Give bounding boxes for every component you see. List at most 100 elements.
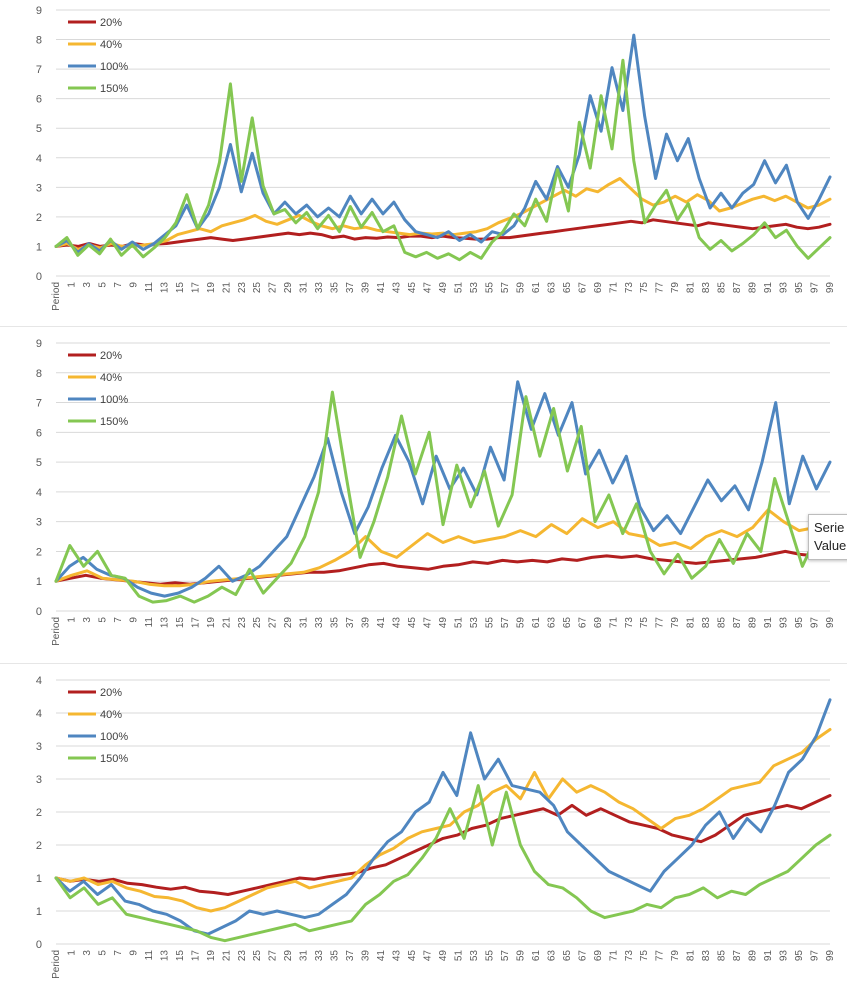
x-tick-label: 71 [608, 617, 619, 629]
x-tick-label: 49 [438, 617, 449, 629]
y-tick-label: 4 [36, 708, 42, 720]
y-tick-label: 3 [36, 517, 42, 529]
series-line-40pct [54, 508, 832, 588]
legend-label: 150% [100, 416, 128, 428]
panel-divider [0, 326, 847, 327]
x-tick-label: 81 [686, 617, 697, 629]
x-tick-label: 89 [748, 282, 759, 294]
x-tick-label: 25 [252, 950, 263, 962]
x-tick-label: 1 [66, 617, 77, 623]
x-tick-label: 11 [144, 282, 155, 293]
y-tick-label: 9 [36, 338, 42, 350]
series-line-100pct [54, 380, 832, 598]
x-tick-label: 59 [515, 617, 526, 629]
y-tick-label: 7 [36, 398, 42, 410]
x-tick-label: 69 [593, 282, 604, 294]
x-tick-label: 7 [113, 617, 124, 623]
series-line-100pct [54, 698, 832, 936]
x-tick-label: 69 [593, 950, 604, 962]
x-tick-label: 73 [624, 282, 635, 294]
x-tick-label: 81 [686, 282, 697, 294]
y-tick-label: 3 [36, 741, 42, 753]
series-line-100pct [54, 33, 832, 254]
x-tick-label: 43 [392, 950, 403, 962]
x-tick-label: 57 [500, 950, 511, 962]
x-tick-label: 59 [515, 950, 526, 962]
x-tick-label: 79 [670, 617, 681, 629]
legend-label: 40% [100, 39, 122, 51]
x-tick-label: 13 [159, 282, 170, 294]
x-tick-label: 39 [361, 617, 372, 629]
x-tick-label: 31 [299, 617, 310, 629]
tooltip-value-label: Value [814, 538, 847, 553]
legend-label: 40% [100, 372, 122, 384]
x-tick-label: 9 [128, 950, 139, 956]
x-tick-label: 57 [500, 617, 511, 629]
x-tick-label: 35 [330, 282, 341, 294]
x-tick-label: 95 [794, 617, 805, 629]
x-tick-label: 5 [97, 282, 108, 288]
x-tick-label: 9 [128, 617, 139, 623]
tooltip-series-label: Serie [814, 520, 845, 535]
x-tick-label: 75 [639, 617, 650, 629]
x-tick-label: Period [51, 617, 62, 646]
x-tick-label: 15 [175, 950, 186, 962]
y-tick-label: 6 [36, 94, 42, 106]
x-tick-label: 73 [624, 617, 635, 629]
x-tick-label: 27 [268, 617, 279, 629]
y-tick-label: 2 [36, 840, 42, 852]
y-tick-label: 0 [36, 606, 42, 618]
x-tick-label: 3 [82, 617, 93, 623]
y-tick-label: 0 [36, 939, 42, 951]
x-tick-label: 73 [624, 950, 635, 962]
x-tick-label: 65 [562, 950, 573, 962]
x-tick-label: 3 [82, 950, 93, 956]
y-tick-label: 4 [36, 675, 42, 687]
x-tick-label: 17 [190, 617, 201, 629]
x-tick-label: 27 [268, 282, 279, 294]
legend-label: 100% [100, 394, 128, 406]
x-tick-label: 61 [531, 282, 542, 294]
x-tick-label: 31 [299, 950, 310, 962]
x-tick-label: 13 [159, 950, 170, 962]
x-tick-label: 45 [407, 950, 418, 962]
x-tick-label: 7 [113, 282, 124, 288]
x-tick-label: 31 [299, 282, 310, 294]
x-tick-label: 19 [206, 950, 217, 962]
x-tick-label: 45 [407, 617, 418, 629]
x-tick-label: 37 [345, 282, 356, 294]
y-tick-label: 1 [36, 241, 42, 253]
chart-tooltip: Serie Value [808, 514, 847, 560]
x-tick-label: 71 [608, 282, 619, 294]
x-tick-label: 97 [810, 617, 821, 629]
x-tick-label: 25 [252, 282, 263, 294]
legend-label: 150% [100, 753, 128, 765]
x-tick-label: 35 [330, 950, 341, 962]
x-tick-label: 93 [779, 950, 790, 962]
x-tick-label: 93 [779, 282, 790, 294]
x-tick-label: 47 [423, 617, 434, 629]
x-tick-label: 87 [732, 282, 743, 294]
y-tick-label: 2 [36, 546, 42, 558]
x-tick-label: 91 [763, 617, 774, 629]
x-tick-label: 65 [562, 282, 573, 294]
y-tick-label: 8 [36, 368, 42, 380]
x-tick-label: 19 [206, 617, 217, 629]
x-tick-label: 27 [268, 950, 279, 962]
x-tick-label: 35 [330, 617, 341, 629]
legend-label: 100% [100, 731, 128, 743]
x-tick-label: 87 [732, 617, 743, 629]
x-tick-label: 39 [361, 282, 372, 294]
x-tick-label: 99 [825, 950, 836, 962]
x-tick-label: 23 [237, 950, 248, 962]
x-tick-label: 89 [748, 950, 759, 962]
x-tick-label: 55 [484, 282, 495, 294]
x-tick-label: 99 [825, 282, 836, 294]
legend-label: 20% [100, 17, 122, 29]
x-tick-label: 77 [655, 950, 666, 962]
y-tick-label: 2 [36, 807, 42, 819]
x-tick-label: 67 [577, 282, 588, 294]
x-tick-label: 23 [237, 282, 248, 294]
